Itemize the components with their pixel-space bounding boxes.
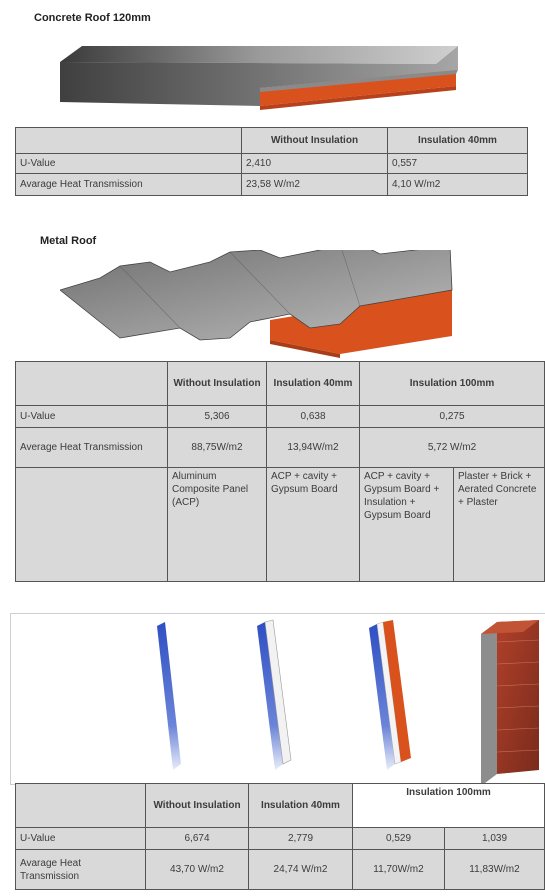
metal-roof-title: Metal Roof	[40, 235, 97, 247]
cell-heat-without: 88,75W/m2	[167, 427, 267, 468]
row-label-u-value: U-Value	[15, 827, 146, 850]
cell-heat-100mm-a: 11,70W/m2	[352, 849, 445, 890]
row-label-heat-transmission: Avarage Heat Transmission	[15, 849, 146, 890]
concrete-roof-table: Without Insulation Insulation 40mm U-Val…	[15, 127, 528, 196]
metal-roof-illustration	[60, 250, 453, 358]
material-plaster-brick: Plaster + Brick + Aerated Concrete + Pla…	[453, 467, 545, 582]
cell-heat-without: 43,70 W/m2	[145, 849, 249, 890]
row-label-heat-transmission: Average Heat Transmission	[15, 427, 168, 468]
header-without-insulation: Without Insulation	[145, 783, 249, 828]
cell-u-value-without: 6,674	[145, 827, 249, 850]
row-label-u-value: U-Value	[15, 153, 242, 174]
cell-u-value-without: 2,410	[241, 153, 388, 174]
cell-u-value-100mm-b: 1,039	[444, 827, 545, 850]
cell-heat-40mm: 4,10 W/m2	[387, 173, 528, 196]
cell-heat-40mm: 24,74 W/m2	[248, 849, 353, 890]
cell-heat-100mm: 5,72 W/m2	[359, 427, 545, 468]
cell-u-value-40mm: 0,638	[266, 405, 360, 428]
header-without-insulation: Without Insulation	[167, 361, 267, 406]
wall-panels-table: Without Insulation Insulation 40mm Insul…	[15, 783, 545, 890]
header-cell-empty	[15, 361, 168, 406]
header-insulation-100mm: Insulation 100mm	[359, 361, 545, 406]
material-row-empty	[15, 467, 168, 582]
header-insulation-40mm: Insulation 40mm	[248, 783, 353, 828]
cell-u-value-100mm-a: 0,529	[352, 827, 445, 850]
wall-panels-illustration	[157, 619, 540, 786]
header-insulation-100mm: Insulation 100mm	[352, 783, 545, 828]
header-insulation-40mm: Insulation 40mm	[266, 361, 360, 406]
header-without-insulation: Without Insulation	[241, 127, 388, 154]
cell-heat-100mm-b: 11,83W/m2	[444, 849, 545, 890]
cell-heat-40mm: 13,94W/m2	[266, 427, 360, 468]
concrete-roof-illustration	[60, 46, 458, 110]
cell-u-value-100mm: 0,275	[359, 405, 545, 428]
header-insulation-40mm: Insulation 40mm	[387, 127, 528, 154]
material-acp-insulated: ACP + cavity + Gypsum Board + Insulation…	[359, 467, 454, 582]
concrete-roof-title: Concrete Roof 120mm	[34, 12, 151, 24]
wall-panels-figure	[10, 613, 545, 786]
material-acp: Aluminum Composite Panel (ACP)	[167, 467, 267, 582]
cell-u-value-without: 5,306	[167, 405, 267, 428]
material-acp-gypsum: ACP + cavity + Gypsum Board	[266, 467, 360, 582]
header-cell-empty	[15, 127, 242, 154]
cell-u-value-40mm: 0,557	[387, 153, 528, 174]
metal-roof-table: Without Insulation Insulation 40mm Insul…	[15, 361, 545, 582]
header-cell-empty	[15, 783, 146, 828]
cell-u-value-40mm: 2,779	[248, 827, 353, 850]
row-label-heat-transmission: Avarage Heat Transmission	[15, 173, 242, 196]
cell-heat-without: 23,58 W/m2	[241, 173, 388, 196]
row-label-u-value: U-Value	[15, 405, 168, 428]
